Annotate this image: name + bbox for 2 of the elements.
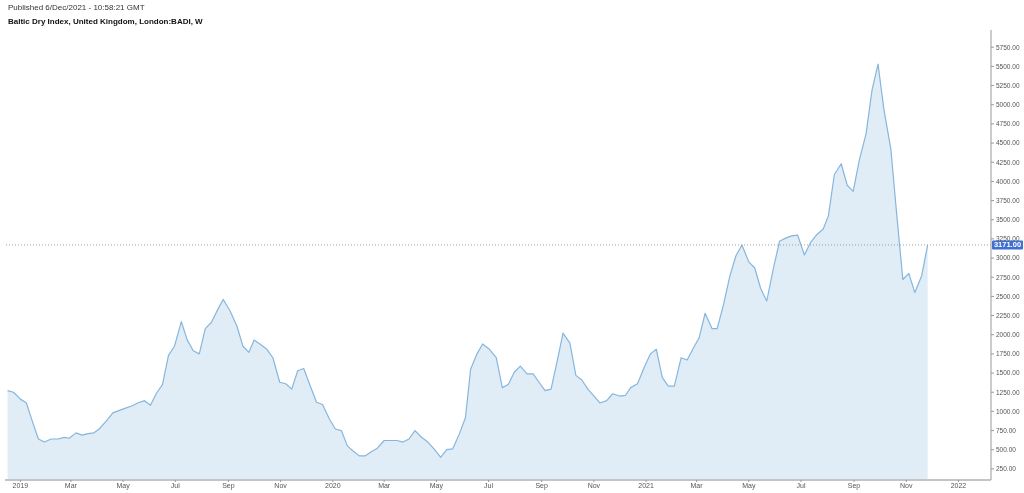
text: Published 6/Dec/2021 - 10:58:21 GMT bbox=[8, 3, 145, 13]
chart-title: Baltic Dry Index, United Kingdom, London:BADI, W bbox=[8, 17, 203, 27]
